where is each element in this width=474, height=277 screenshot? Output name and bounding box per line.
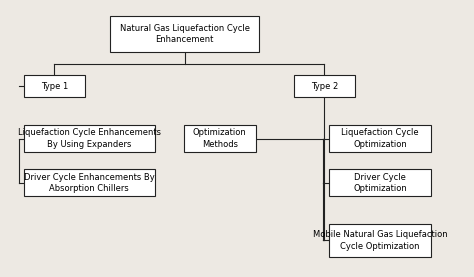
FancyBboxPatch shape: [110, 16, 259, 52]
Text: Type 1: Type 1: [41, 82, 68, 91]
FancyBboxPatch shape: [183, 125, 256, 152]
Text: Driver Cycle Enhancements By
Absorption Chillers: Driver Cycle Enhancements By Absorption …: [24, 173, 155, 193]
FancyBboxPatch shape: [294, 75, 355, 97]
Text: Liquefaction Cycle Enhancements
By Using Expanders: Liquefaction Cycle Enhancements By Using…: [18, 129, 161, 148]
Text: Natural Gas Liquefaction Cycle
Enhancement: Natural Gas Liquefaction Cycle Enhanceme…: [120, 24, 250, 44]
Text: Mobile Natural Gas Liquefaction
Cycle Optimization: Mobile Natural Gas Liquefaction Cycle Op…: [313, 230, 447, 250]
FancyBboxPatch shape: [329, 169, 431, 196]
Text: Type 2: Type 2: [311, 82, 338, 91]
FancyBboxPatch shape: [329, 125, 431, 152]
Text: Optimization
Methods: Optimization Methods: [193, 129, 246, 148]
Text: Driver Cycle
Optimization: Driver Cycle Optimization: [353, 173, 407, 193]
Text: Liquefaction Cycle
Optimization: Liquefaction Cycle Optimization: [341, 129, 419, 148]
FancyBboxPatch shape: [329, 224, 431, 257]
FancyBboxPatch shape: [24, 125, 155, 152]
FancyBboxPatch shape: [24, 75, 85, 97]
FancyBboxPatch shape: [24, 169, 155, 196]
